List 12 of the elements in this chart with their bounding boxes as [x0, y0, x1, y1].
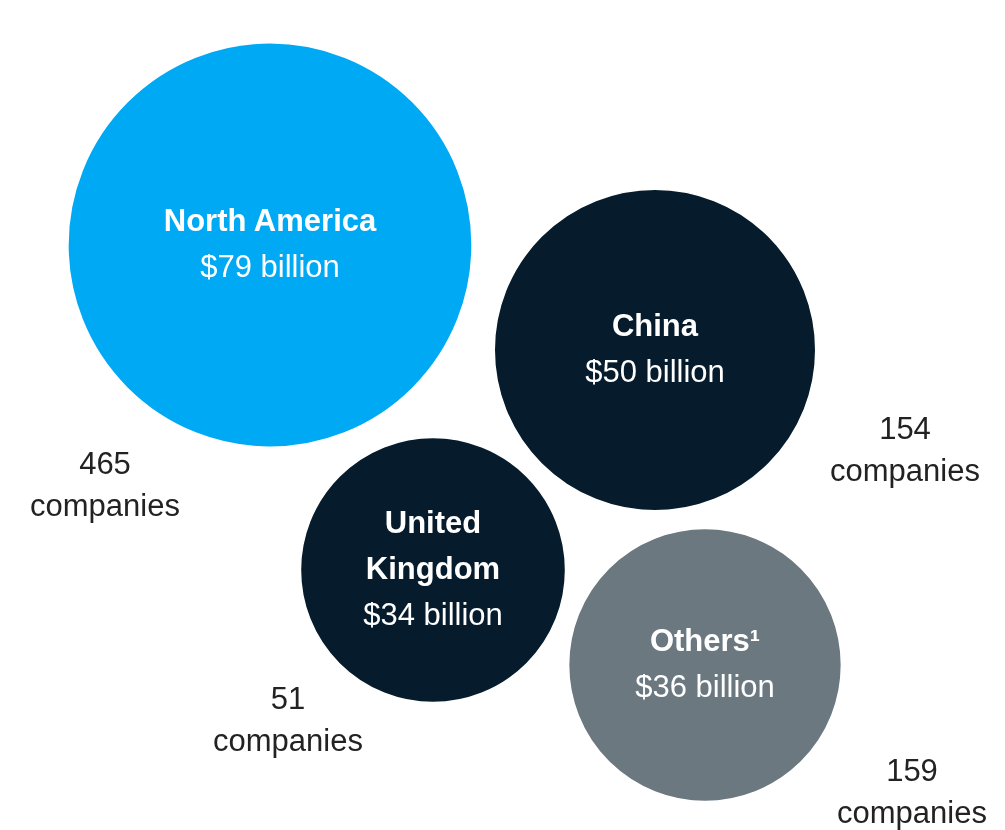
category-label: North America [163, 203, 377, 238]
category-label: Others¹ [649, 623, 761, 658]
text: 51 companies [213, 681, 363, 758]
text: 154 companies [830, 411, 980, 488]
data-label: $34 billion [363, 597, 503, 632]
category-label: China [611, 308, 699, 343]
data-label: $36 billion [635, 669, 775, 704]
data-label: $50 billion [585, 354, 725, 389]
text: 159 companies [837, 753, 987, 830]
category-label: United Kingdom [365, 505, 501, 586]
text: 465 companies [30, 446, 180, 523]
data-label: $79 billion [200, 249, 340, 284]
